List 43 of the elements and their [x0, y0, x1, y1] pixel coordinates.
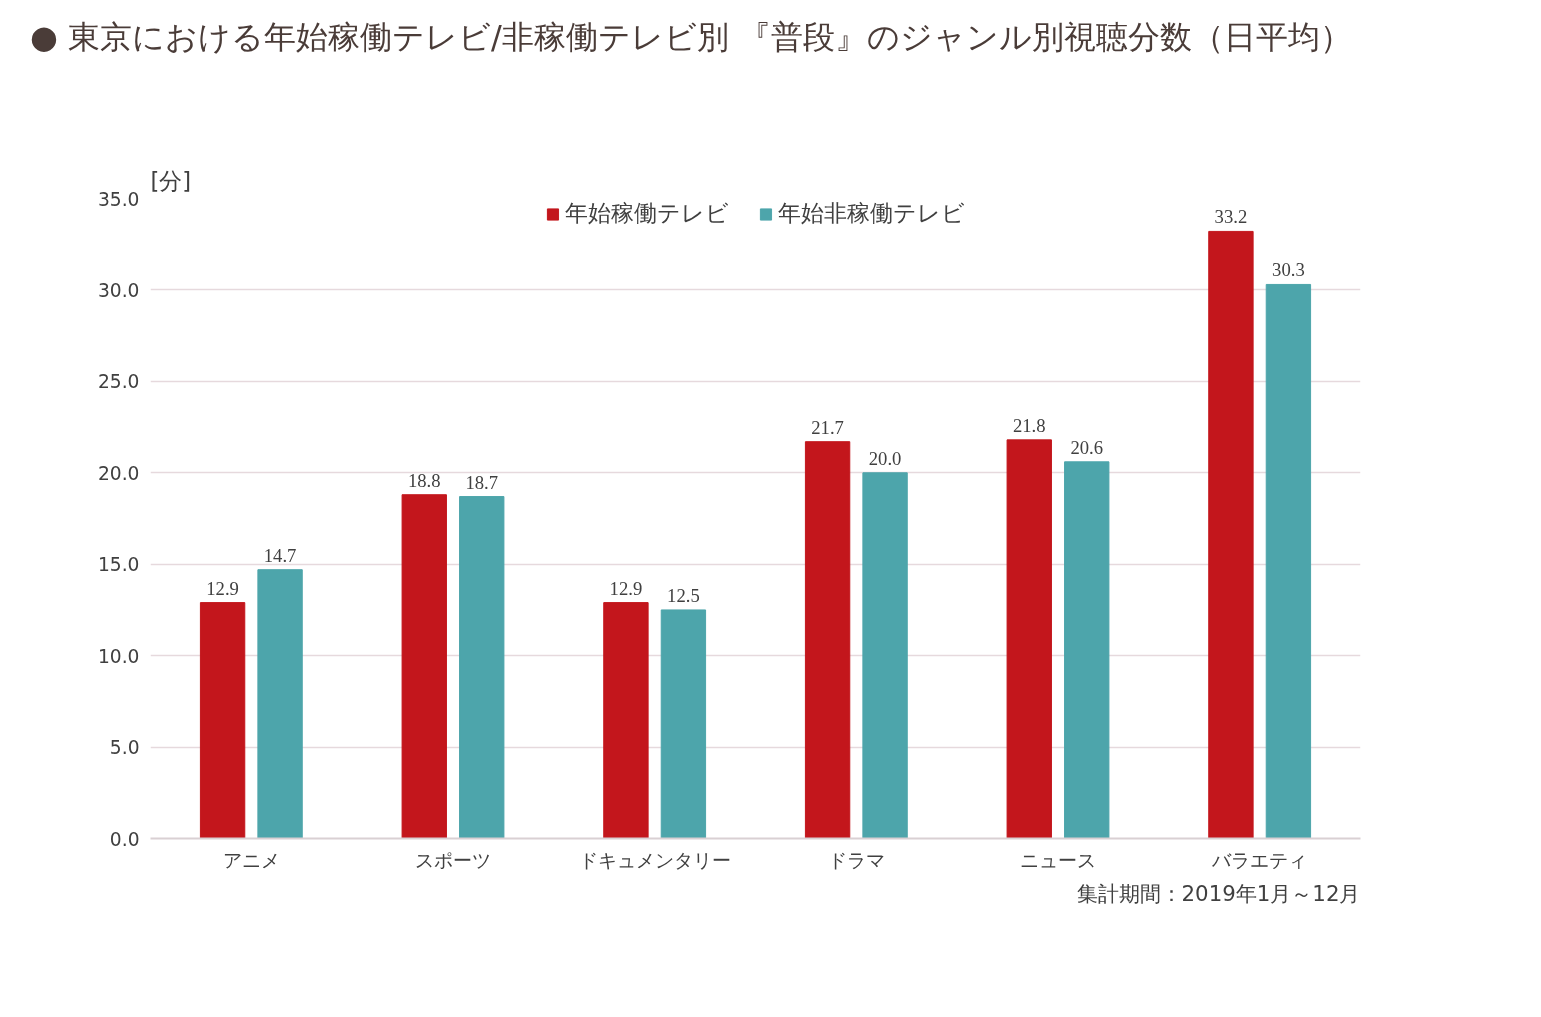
bar	[1208, 230, 1254, 839]
x-tick-label: スポーツ	[415, 849, 491, 871]
text: 18.8	[407, 469, 441, 491]
y-tick-label: 0.0	[109, 828, 140, 850]
bar	[660, 609, 707, 839]
y-tick-label: 15.0	[97, 554, 140, 576]
text: 14.7	[263, 544, 297, 566]
x-tick-label: ドキュメンタリー	[578, 849, 731, 871]
y-tick-label: 30.0	[97, 279, 140, 301]
text: 18.7	[465, 471, 499, 493]
text: 12.9	[609, 577, 643, 599]
bar	[862, 472, 908, 839]
text: 21.7	[811, 416, 844, 438]
text: 20.6	[1070, 436, 1104, 458]
bar	[804, 441, 851, 839]
text: 33.2	[1214, 206, 1248, 228]
bar	[1265, 283, 1312, 839]
bar	[401, 494, 447, 839]
bar	[1064, 461, 1110, 839]
y-tick-label: 25.0	[97, 371, 140, 393]
bar	[603, 602, 649, 839]
x-tick-label: バラエティ	[1211, 849, 1308, 871]
x-tick-label: ニュース	[1020, 849, 1096, 871]
text: 20.0	[868, 447, 902, 469]
y-tick-label: 5.0	[109, 737, 140, 759]
text: 30.3	[1272, 259, 1305, 281]
x-tick-label: アニメ	[222, 849, 280, 871]
text: 集計期間：2019年1月～12月	[1076, 880, 1361, 906]
text: 12.5	[667, 584, 700, 606]
bar	[257, 569, 303, 839]
text: 12.9	[206, 577, 239, 599]
bar	[459, 496, 505, 839]
bar	[1006, 439, 1052, 839]
legend-label: 年始稼働テレビ	[564, 199, 729, 228]
chart-title: ● 東京における年始稼働テレビ/非稼働テレビ別 『普段』のジャンル別視聴分数（日平均）	[30, 17, 1353, 58]
y-tick-label: 10.0	[97, 645, 140, 667]
y-tick-label: 35.0	[97, 188, 140, 210]
legend-label: 年始非稼働テレビ	[777, 199, 965, 228]
bar	[199, 602, 246, 839]
y-tick-label: 20.0	[97, 462, 140, 484]
x-tick-label: ドラマ	[827, 849, 885, 871]
text: 21.8	[1012, 414, 1046, 436]
y-axis-title: [分]	[150, 167, 192, 194]
